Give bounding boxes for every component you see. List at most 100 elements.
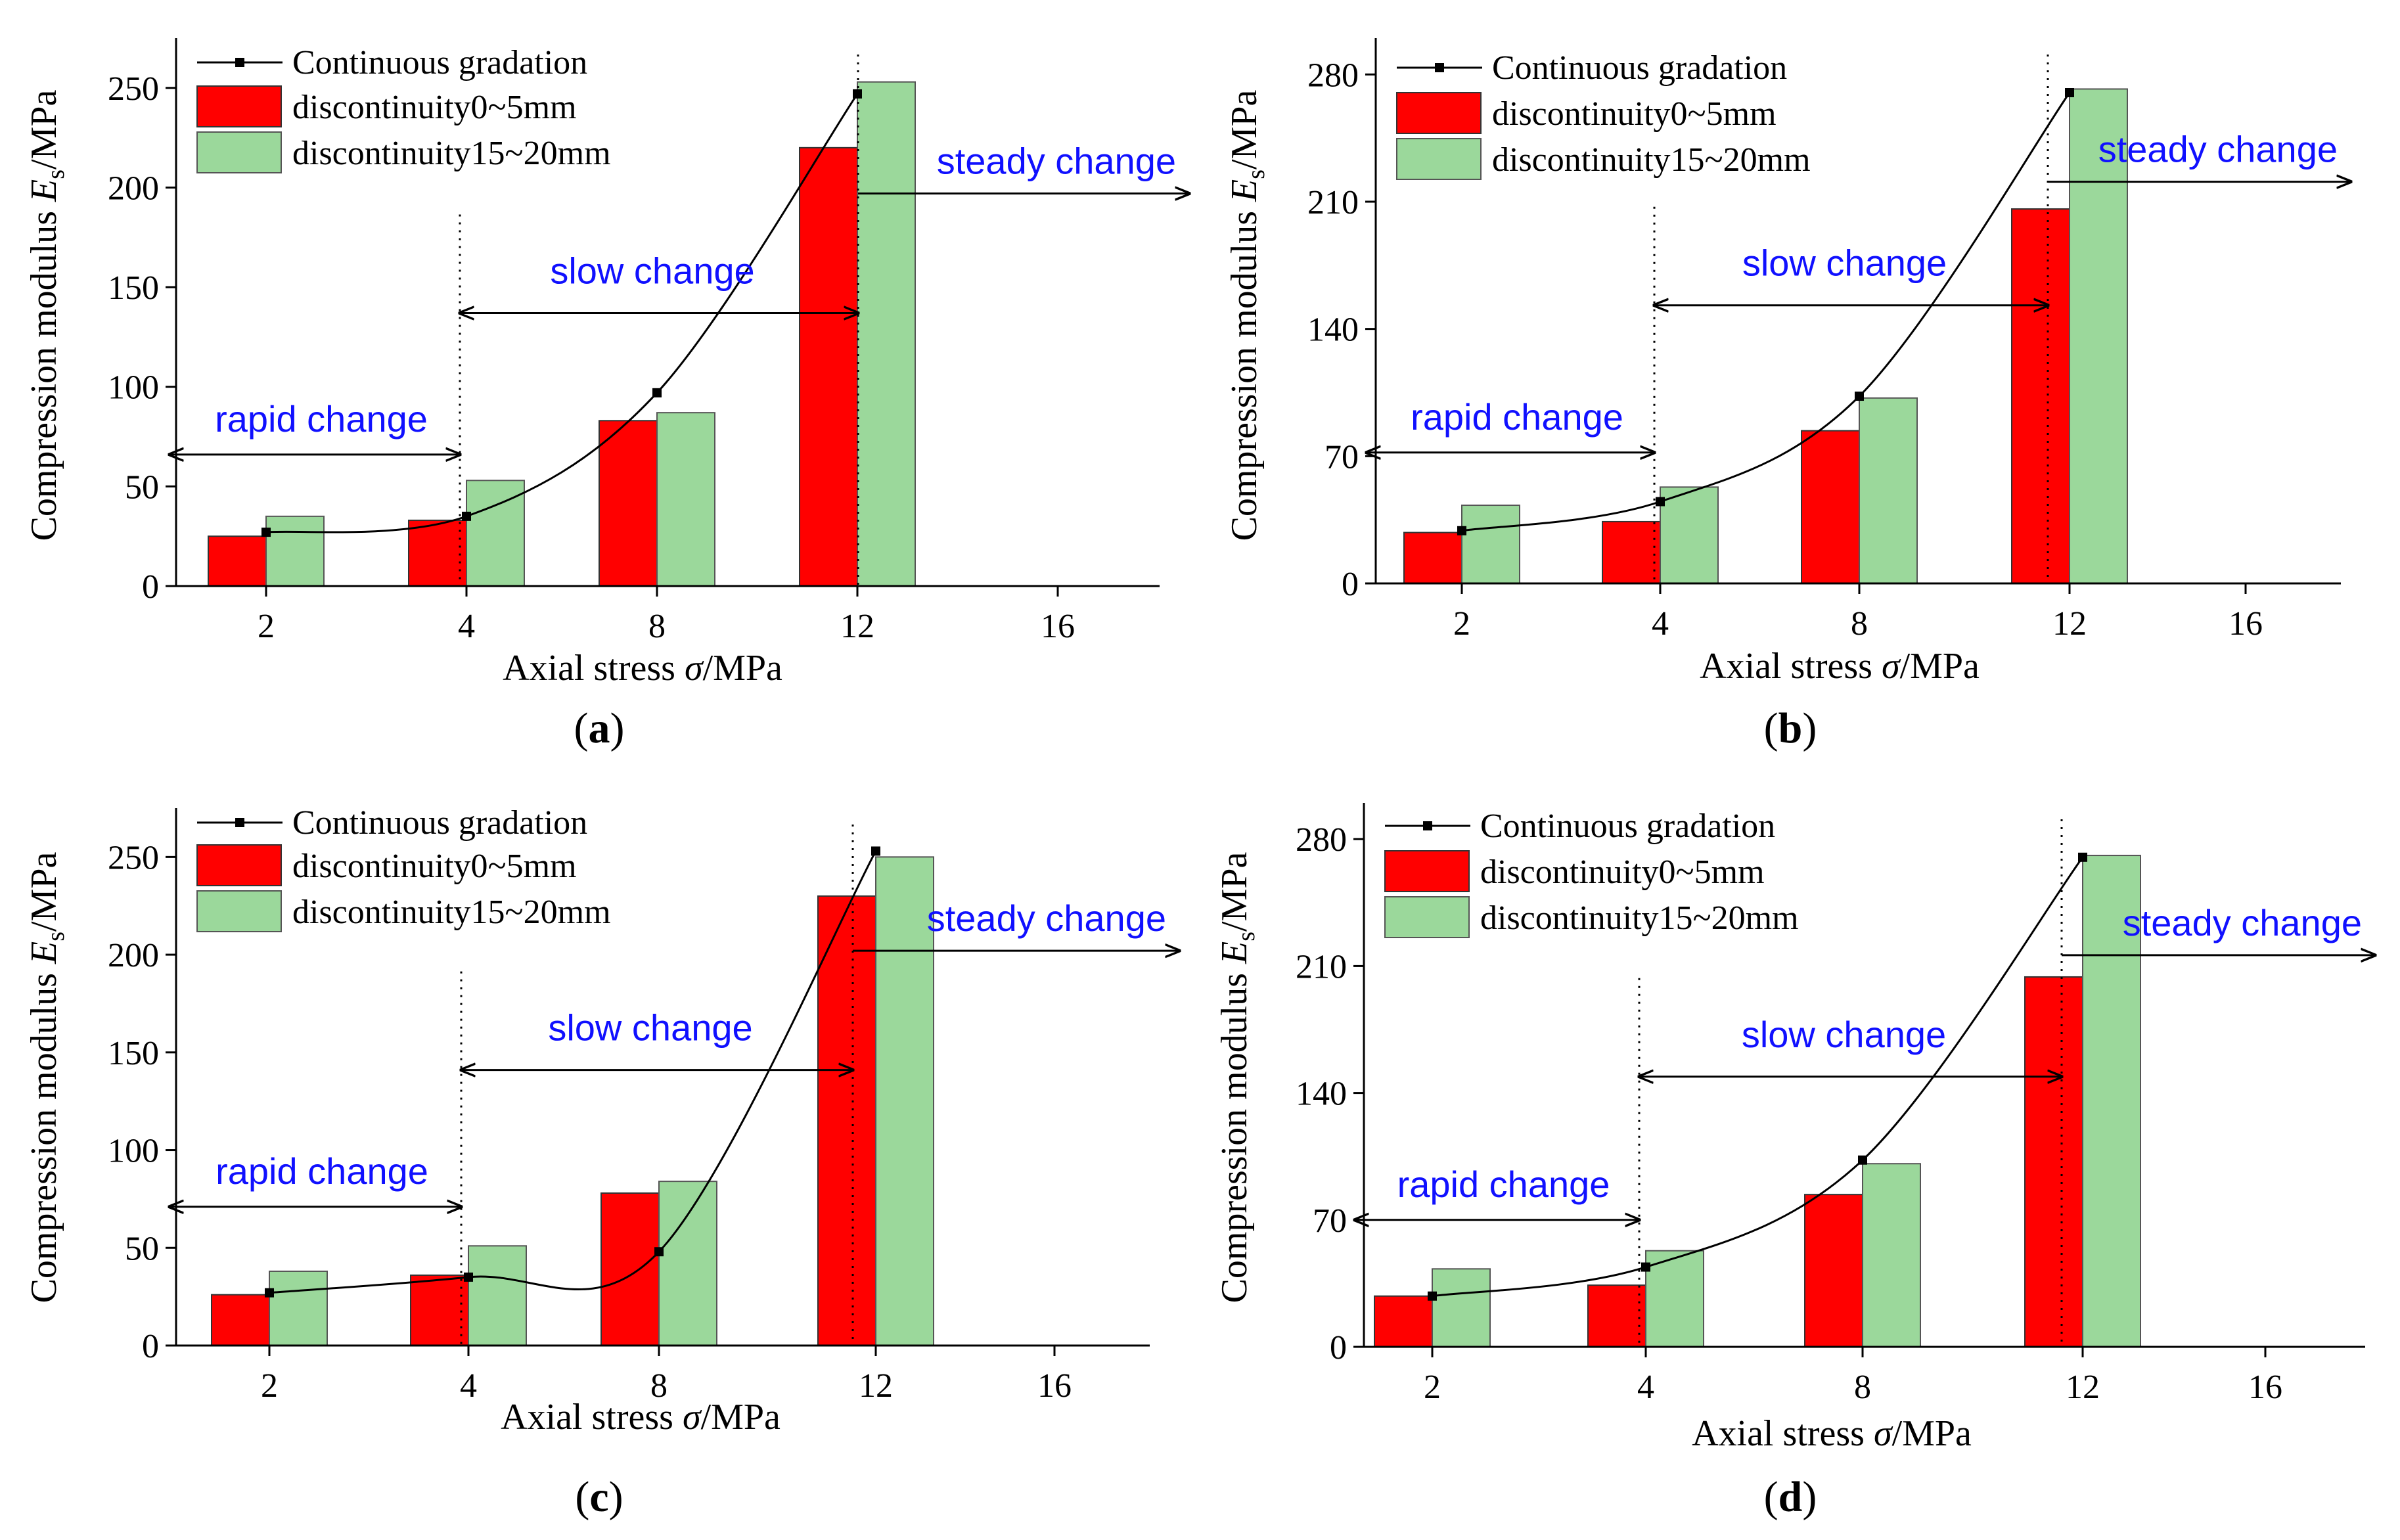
y-axis-label-subscript: s	[1242, 170, 1270, 179]
bar-discontinuity-0-5	[799, 147, 858, 587]
point-continuous-gradation	[261, 528, 271, 537]
panel-label-letter: b	[1778, 704, 1803, 752]
x-tick-label: 4	[458, 608, 475, 645]
x-tick-label: 8	[1851, 605, 1868, 643]
legend-swatch-0-5	[1396, 92, 1482, 134]
y-axis-label: Compression modulus Es/MPa	[24, 89, 70, 541]
y-tick-label: 210	[1307, 184, 1359, 221]
x-tick-label: 16	[2248, 1369, 2282, 1406]
y-axis-label: Compression modulus Es/MPa	[1214, 851, 1260, 1303]
y-axis-label-prefix: Compression modulus	[1224, 202, 1265, 541]
bar-discontinuity-0-5	[2011, 208, 2070, 585]
y-axis-label-prefix: Compression modulus	[1214, 964, 1255, 1303]
bar-discontinuity-0-5	[410, 1274, 469, 1347]
bar-discontinuity-15-20	[1660, 486, 1719, 584]
y-axis-label-prefix: Compression modulus	[24, 964, 64, 1303]
bar-discontinuity-15-20	[2082, 855, 2141, 1348]
bar-discontinuity-15-20	[269, 1270, 328, 1347]
panel-label-close: )	[610, 704, 625, 752]
panel-label-letter: d	[1778, 1473, 1803, 1521]
chart-panel-c: 0 50 100 150 200 250 2 4 8 12 16 rapid change slow c…	[24, 804, 1179, 1521]
bar-discontinuity-0-5	[1587, 1284, 1646, 1348]
chart-panel-d: 0 70 140 210 280 2 4 8 12 16 rapid change slow chan…	[1214, 803, 2375, 1521]
y-axis-label-suffix: /MPa	[24, 89, 64, 169]
bar-discontinuity-0-5	[1602, 520, 1661, 585]
legend-label-15-20: discontinuity15~20mm	[292, 894, 611, 931]
x-tick-label: 16	[1037, 1367, 1072, 1405]
point-continuous-gradation	[1428, 1291, 1437, 1301]
y-axis-label-subscript: s	[42, 932, 70, 941]
point-continuous-gradation	[1855, 392, 1864, 401]
y-tick-label: 280	[1296, 821, 1347, 859]
chart-panel-b: 0 70 140 210 280 2 4 8 12 16 rapid change slow chan…	[1224, 38, 2351, 752]
y-axis-label: Compression modulus Es/MPa	[1224, 89, 1270, 541]
legend-label-15-20: discontinuity15~20mm	[292, 135, 611, 172]
x-tick-label: 2	[261, 1367, 278, 1405]
bar-discontinuity-0-5	[2024, 976, 2083, 1348]
y-tick-label: 140	[1296, 1076, 1347, 1113]
rapid-change-label: rapid change	[1397, 1164, 1610, 1205]
y-axis-label-symbol: E	[24, 179, 64, 202]
x-tick-label: 4	[460, 1367, 477, 1405]
legend-line-marker	[235, 58, 244, 67]
y-tick-label: 210	[1296, 948, 1347, 985]
x-tick-label: 4	[1652, 605, 1669, 643]
chart-panel-a: 0 50 100 150 200 250 2 4 8 12 16 rapid change slow c…	[24, 38, 1189, 752]
panel-label: (a)	[574, 704, 625, 752]
x-axis-label: Axial stress σ/MPa	[501, 1397, 781, 1438]
legend-line-marker	[1435, 63, 1444, 72]
x-tick-label: 12	[840, 608, 874, 645]
x-axis-label-suffix: /MPa	[1892, 1413, 1972, 1454]
bar-discontinuity-0-5	[599, 420, 658, 587]
x-axis-label-prefix: Axial stress	[1700, 646, 1882, 687]
line-continuous-gradation	[269, 850, 877, 1294]
line-continuous-gradation	[265, 93, 859, 533]
point-continuous-gradation	[1457, 526, 1466, 535]
x-axis-label: Axial stress σ/MPa	[1700, 646, 1980, 687]
x-axis-label-prefix: Axial stress	[503, 648, 685, 689]
y-tick-label: 280	[1307, 57, 1359, 94]
x-axis-label: Axial stress σ/MPa	[503, 648, 782, 689]
x-tick-label: 16	[1041, 608, 1075, 645]
x-tick-label: 8	[650, 1367, 668, 1405]
point-continuous-gradation	[1641, 1262, 1650, 1272]
y-tick-label: 100	[108, 1133, 159, 1170]
legend-swatch-0-5	[1384, 850, 1470, 892]
slow-change-label: slow change	[1742, 242, 1947, 284]
legend-label-0-5: discontinuity0~5mm	[292, 89, 577, 126]
line-continuous-gradation	[1432, 856, 2084, 1298]
point-continuous-gradation	[652, 388, 662, 397]
x-tick-label: 12	[859, 1367, 893, 1405]
x-tick-label: 8	[648, 608, 666, 645]
bar-discontinuity-15-20	[857, 81, 916, 587]
y-tick-label: 250	[108, 70, 159, 108]
x-axis-label-prefix: Axial stress	[501, 1397, 683, 1438]
x-tick-label: 12	[2052, 605, 2087, 643]
x-tick-label: 16	[2229, 605, 2263, 643]
bar-discontinuity-0-5	[1403, 532, 1462, 584]
panel-label-open: (	[1764, 704, 1778, 752]
legend-swatch-0-5	[196, 844, 282, 886]
x-axis-label-suffix: /MPa	[1900, 646, 1980, 687]
legend-label-continuous: Continuous gradation	[292, 44, 587, 81]
steady-change-label: steady change	[927, 897, 1166, 939]
panel-label-open: (	[575, 1473, 589, 1521]
y-tick-label: 70	[1313, 1202, 1347, 1240]
point-continuous-gradation	[871, 846, 880, 856]
y-tick-label: 0	[1342, 566, 1359, 603]
point-continuous-gradation	[265, 1288, 274, 1298]
y-tick-label: 150	[108, 269, 159, 307]
legend-swatch-15-20	[1384, 896, 1470, 938]
bar-discontinuity-0-5	[1804, 1194, 1863, 1348]
y-axis-label-suffix: /MPa	[1224, 89, 1265, 169]
point-continuous-gradation	[464, 1272, 473, 1282]
y-tick-label: 100	[108, 369, 159, 407]
y-tick-label: 0	[142, 568, 159, 606]
bar-discontinuity-15-20	[265, 515, 325, 587]
x-axis-label: Axial stress σ/MPa	[1692, 1413, 1972, 1454]
x-axis-label-symbol: σ	[1882, 646, 1901, 687]
rapid-change-label: rapid change	[215, 398, 428, 440]
panel-label-letter: c	[589, 1473, 608, 1521]
y-tick-label: 0	[142, 1328, 159, 1365]
